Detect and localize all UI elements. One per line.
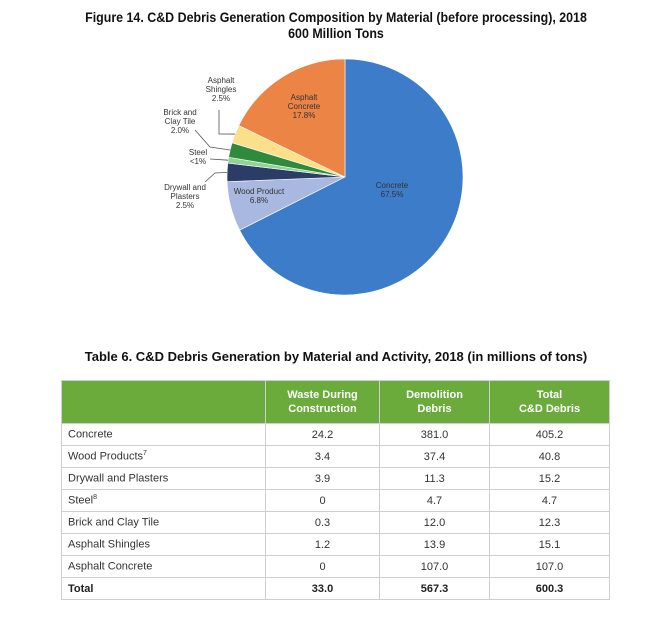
cell-value: 11.3: [379, 467, 490, 490]
pie-slice-asphalt-concrete: [238, 58, 346, 178]
figure-title: Figure 14. C&D Debris Generation Composi…: [27, 10, 645, 42]
leader-drywall: [204, 171, 228, 183]
row-label: Brick and Clay Tile: [61, 511, 266, 534]
debris-table: Waste During Construction Demolition Debris…: [61, 380, 610, 600]
total-value: 600.3: [489, 577, 610, 600]
leader-shingles: [218, 110, 236, 135]
column-header-line2: Debris: [417, 403, 452, 415]
cell-value: 1.2: [265, 533, 380, 556]
cell-value: 405.2: [489, 423, 610, 446]
column-header-line1: Waste During: [287, 389, 358, 401]
row-label-text: Drywall and Plasters: [68, 472, 169, 485]
row-label: Concrete: [61, 423, 266, 446]
row-label: Steel8: [61, 489, 266, 512]
cell-value: 24.2: [265, 423, 380, 446]
row-label: Asphalt Shingles: [61, 533, 266, 556]
table-row: Concrete 24.2 381.0 405.2: [61, 423, 610, 446]
pie-chart: Concrete 67.5% Wood Product 6.8% Asphalt Conc…: [163, 58, 464, 296]
column-header: Waste During Construction: [265, 380, 380, 424]
column-header-line1: Demolition: [406, 389, 463, 401]
label-asphalt-concrete: Asphalt Concrete 17.8%: [288, 93, 321, 120]
column-header-line1: Total: [536, 389, 563, 401]
label-steel: Steel <1%: [189, 148, 207, 166]
total-row: Total 33.0 567.3 600.3: [61, 577, 610, 600]
column-header-line2: Construction: [288, 403, 357, 415]
cell-value: 3.4: [265, 445, 380, 468]
row-label-text: Steel: [68, 494, 94, 507]
chart-subtitle: 600 Million Tons: [288, 26, 384, 41]
table-row: Drywall and Plasters 3.9 11.3 15.2: [61, 467, 610, 490]
row-label-text: Brick and Clay Tile: [68, 516, 160, 529]
table-title: Table 6. C&D Debris Generation by Materi…: [84, 349, 588, 364]
label-brick: Brick and Clay Tile 2.0%: [163, 108, 196, 135]
cell-value: 381.0: [379, 423, 490, 446]
cell-value: 0: [265, 489, 380, 512]
cell-value: 4.7: [379, 489, 490, 512]
chart-title: Figure 14. C&D Debris Generation Composi…: [85, 10, 587, 25]
footnote-ref: 8: [93, 494, 97, 502]
footnote-ref: 7: [143, 450, 147, 458]
cell-value: 12.0: [379, 511, 490, 534]
header-blank: [61, 380, 266, 424]
row-label-text: Asphalt Shingles: [68, 538, 150, 551]
cell-value: 4.7: [489, 489, 610, 512]
label-asphalt-shingles: Asphalt Shingles 2.5%: [206, 76, 237, 103]
cell-value: 0: [265, 555, 380, 578]
column-header-line2: C&D Debris: [518, 403, 581, 415]
table-header: Waste During Construction Demolition Debris…: [61, 380, 610, 424]
leader-brick: [194, 129, 231, 151]
column-header: Demolition Debris: [379, 380, 490, 424]
total-value: 567.3: [379, 577, 490, 600]
row-label: Wood Products7: [61, 445, 266, 468]
row-label-text: Concrete: [68, 428, 113, 441]
cell-value: 13.9: [379, 533, 490, 556]
row-label-text: Wood Products: [68, 450, 144, 463]
cell-value: 3.9: [265, 467, 380, 490]
cell-value: 107.0: [489, 555, 610, 578]
table-row: Wood Products7 3.4 37.4 40.8: [61, 445, 610, 468]
cell-value: 15.2: [489, 467, 610, 490]
row-label-text: Asphalt Concrete: [68, 560, 153, 573]
cell-value: 37.4: [379, 445, 490, 468]
row-label: Total: [61, 577, 266, 600]
cell-value: 107.0: [379, 555, 490, 578]
pie-slice-concrete: [239, 58, 464, 296]
leader-steel: [209, 158, 229, 161]
table-row: Asphalt Shingles 1.2 13.9 15.1: [61, 533, 610, 556]
label-concrete: Concrete 67.5%: [376, 181, 409, 199]
cell-value: 40.8: [489, 445, 610, 468]
cell-value: 12.3: [489, 511, 610, 534]
cell-value: 15.1: [489, 533, 610, 556]
total-value: 33.0: [265, 577, 380, 600]
label-drywall: Drywall and Plasters 2.5%: [164, 183, 206, 210]
column-header: Total C&D Debris: [489, 380, 610, 424]
table-row: Steel8 0 4.7 4.7: [61, 489, 610, 512]
table-row: Asphalt Concrete 0 107.0 107.0: [61, 555, 610, 578]
row-label: Drywall and Plasters: [61, 467, 266, 490]
cell-value: 0.3: [265, 511, 380, 534]
label-wood-product: Wood Product 6.8%: [234, 187, 285, 205]
table-row: Brick and Clay Tile 0.3 12.0 12.3: [61, 511, 610, 534]
row-label: Asphalt Concrete: [61, 555, 266, 578]
